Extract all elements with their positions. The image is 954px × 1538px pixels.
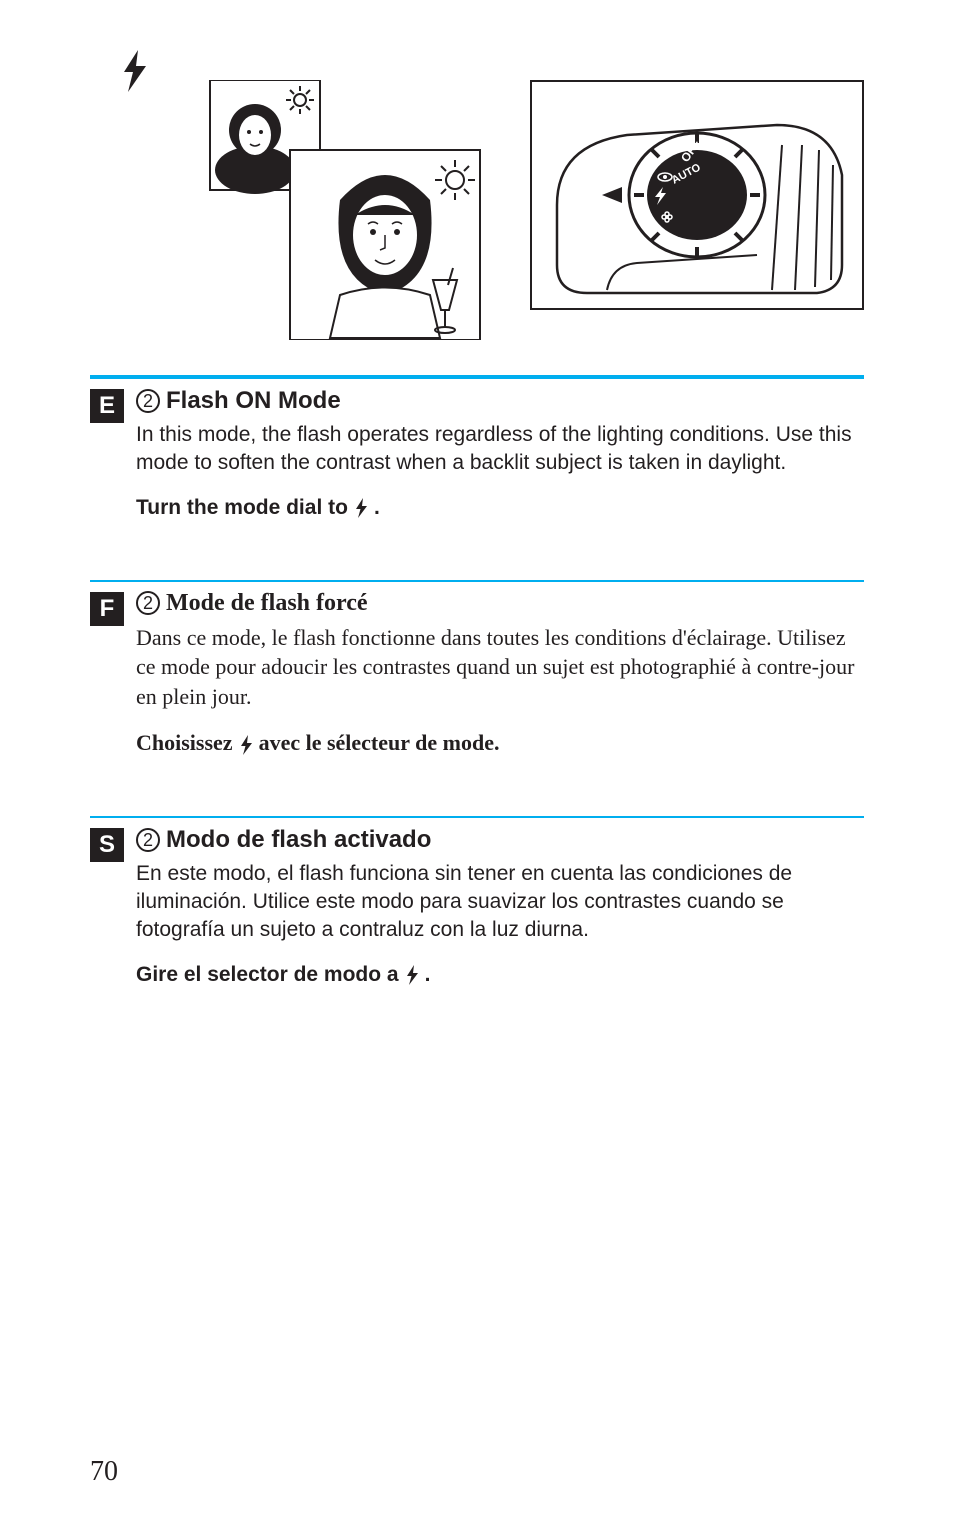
- instruction-en: Turn the mode dial to .: [136, 496, 380, 520]
- mode-dial-illustration: OFF AUTO: [530, 80, 864, 310]
- section-english: E 2 Flash ON Mode In this mode, the flas…: [90, 375, 864, 520]
- heading-es: 2 Modo de flash activado: [136, 826, 864, 854]
- instruction-pre: Gire el selector de modo a: [136, 963, 399, 987]
- flash-icon: [354, 496, 368, 520]
- para-es: En este modo, el flash funciona sin tene…: [136, 860, 864, 945]
- heading-text: Modo de flash activado: [166, 826, 431, 854]
- instruction-post: .: [425, 963, 431, 987]
- divider: [90, 580, 864, 582]
- lang-badge-s: S: [90, 828, 124, 862]
- flash-icon: [239, 730, 253, 756]
- instruction-pre: Choisissez: [136, 730, 233, 756]
- divider: [90, 816, 864, 818]
- section-french: F 2 Mode de flash forcé Dans ce mode, le…: [90, 580, 864, 756]
- para-en: In this mode, the flash operates regardl…: [136, 421, 864, 478]
- lang-badge-e: E: [90, 389, 124, 423]
- backlit-subject-illustration: [190, 80, 490, 345]
- heading-en: 2 Flash ON Mode: [136, 387, 864, 415]
- circled-number: 2: [136, 389, 160, 413]
- instruction-post: avec le sélecteur de mode.: [259, 730, 500, 756]
- circled-number: 2: [136, 828, 160, 852]
- instruction-pre: Turn the mode dial to: [136, 496, 348, 520]
- section-spanish: S 2 Modo de flash activado En este modo,…: [90, 816, 864, 987]
- flash-icon: [405, 963, 419, 987]
- instruction-fr: Choisissez avec le sélecteur de mode.: [136, 730, 499, 756]
- heading-text: Flash ON Mode: [166, 387, 341, 415]
- instruction-post: .: [374, 496, 380, 520]
- circled-number: 2: [136, 591, 160, 615]
- illustration-row: OFF AUTO: [120, 80, 864, 345]
- page-number: 70: [90, 1456, 118, 1488]
- instruction-es: Gire el selector de modo a .: [136, 963, 430, 987]
- lang-badge-f: F: [90, 592, 124, 626]
- divider: [90, 375, 864, 379]
- para-fr: Dans ce mode, le flash fonctionne dans t…: [136, 623, 864, 712]
- flash-bolt-icon: [120, 50, 150, 97]
- heading-text: Mode de flash forcé: [166, 590, 368, 617]
- heading-fr: 2 Mode de flash forcé: [136, 590, 864, 617]
